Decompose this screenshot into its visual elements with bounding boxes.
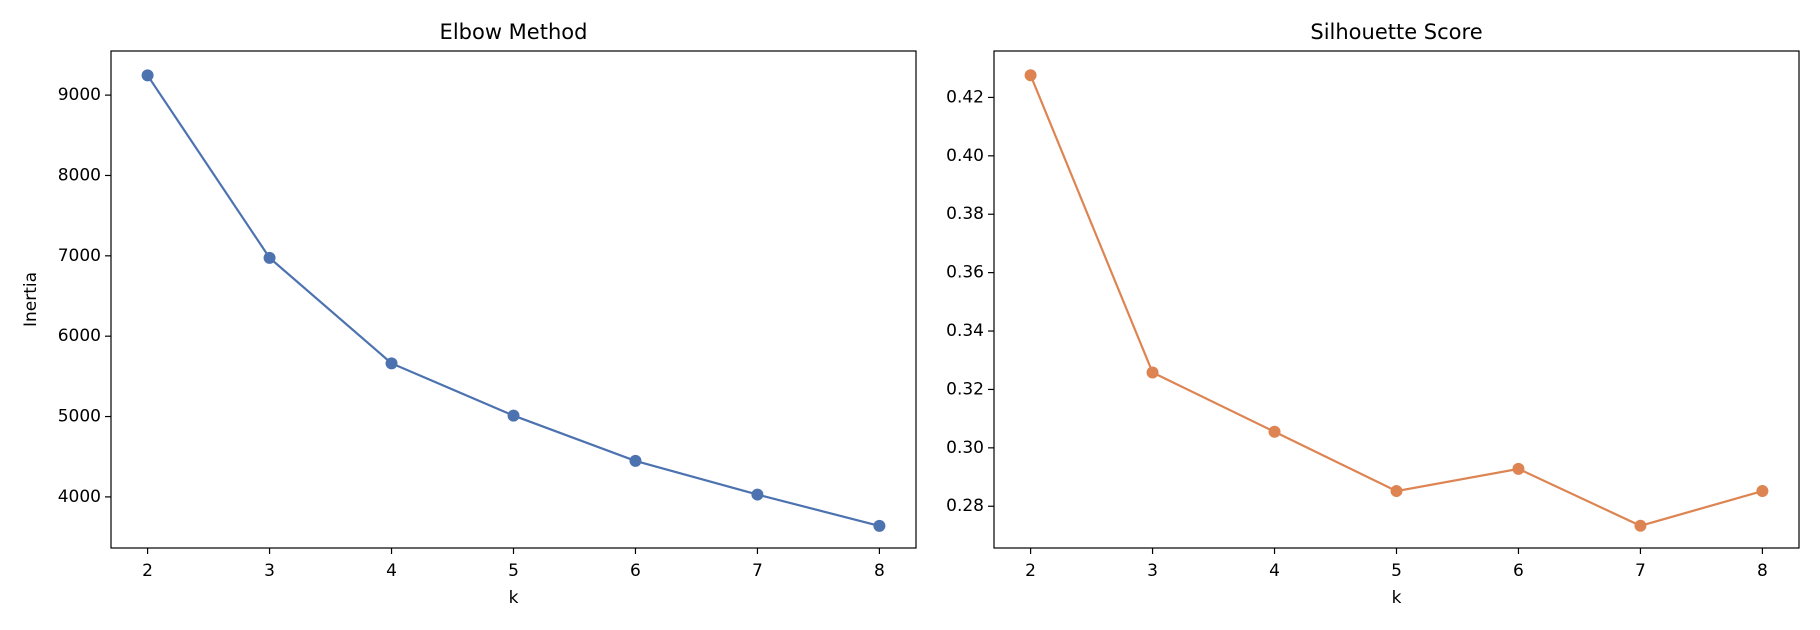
data-point [1756,485,1769,498]
data-point [873,519,886,532]
data-point [1268,425,1281,438]
y-tick-label: 0.42 [946,87,984,107]
data-line [1029,74,1763,527]
y-tick-label: 7000 [58,246,101,266]
chart-title: Elbow Method [440,20,588,44]
axes-frame [993,50,1800,549]
data-point [141,69,154,82]
y-tick-label: 5000 [58,407,101,427]
data-point [1512,462,1525,475]
x-tick-label: 5 [508,561,519,581]
x-tick-label: 8 [1757,561,1768,581]
x-tick-label: 3 [264,561,275,581]
x-tick-label: 2 [142,561,153,581]
x-tick-label: 3 [1147,561,1158,581]
y-tick-label: 0.40 [946,146,984,166]
data-point [263,251,276,264]
data-point [1146,366,1159,379]
x-tick-label: 6 [1513,561,1524,581]
x-axis-label: k [509,588,519,608]
axes-frame [110,50,917,549]
y-tick-label: 8000 [58,165,101,185]
x-tick-label: 4 [1269,561,1280,581]
y-tick-label: 0.38 [946,204,984,224]
y-tick-label: 9000 [58,85,101,105]
data-point [629,454,642,467]
y-tick-label: 4000 [58,487,101,507]
x-tick-label: 7 [752,561,763,581]
y-tick-label: 0.30 [946,438,984,458]
data-point [1024,69,1037,82]
x-tick-label: 7 [1635,561,1646,581]
y-tick-label: 0.28 [946,496,984,516]
data-point [507,409,520,422]
data-point [385,357,398,370]
y-tick-label: 0.32 [946,379,984,399]
data-point [1634,519,1647,532]
x-tick-label: 6 [630,561,641,581]
data-point [1390,485,1403,498]
y-tick-label: 0.34 [946,321,984,341]
y-tick-label: 6000 [58,326,101,346]
y-axis-label: Inertia [21,272,41,327]
data-point [751,488,764,501]
y-tick-label: 0.36 [946,263,984,283]
x-tick-label: 5 [1391,561,1402,581]
x-axis-label: k [1392,588,1402,608]
x-tick-label: 2 [1025,561,1036,581]
x-tick-label: 4 [386,561,397,581]
x-tick-label: 8 [874,561,885,581]
chart-title: Silhouette Score [1310,20,1482,44]
data-line [146,74,880,527]
